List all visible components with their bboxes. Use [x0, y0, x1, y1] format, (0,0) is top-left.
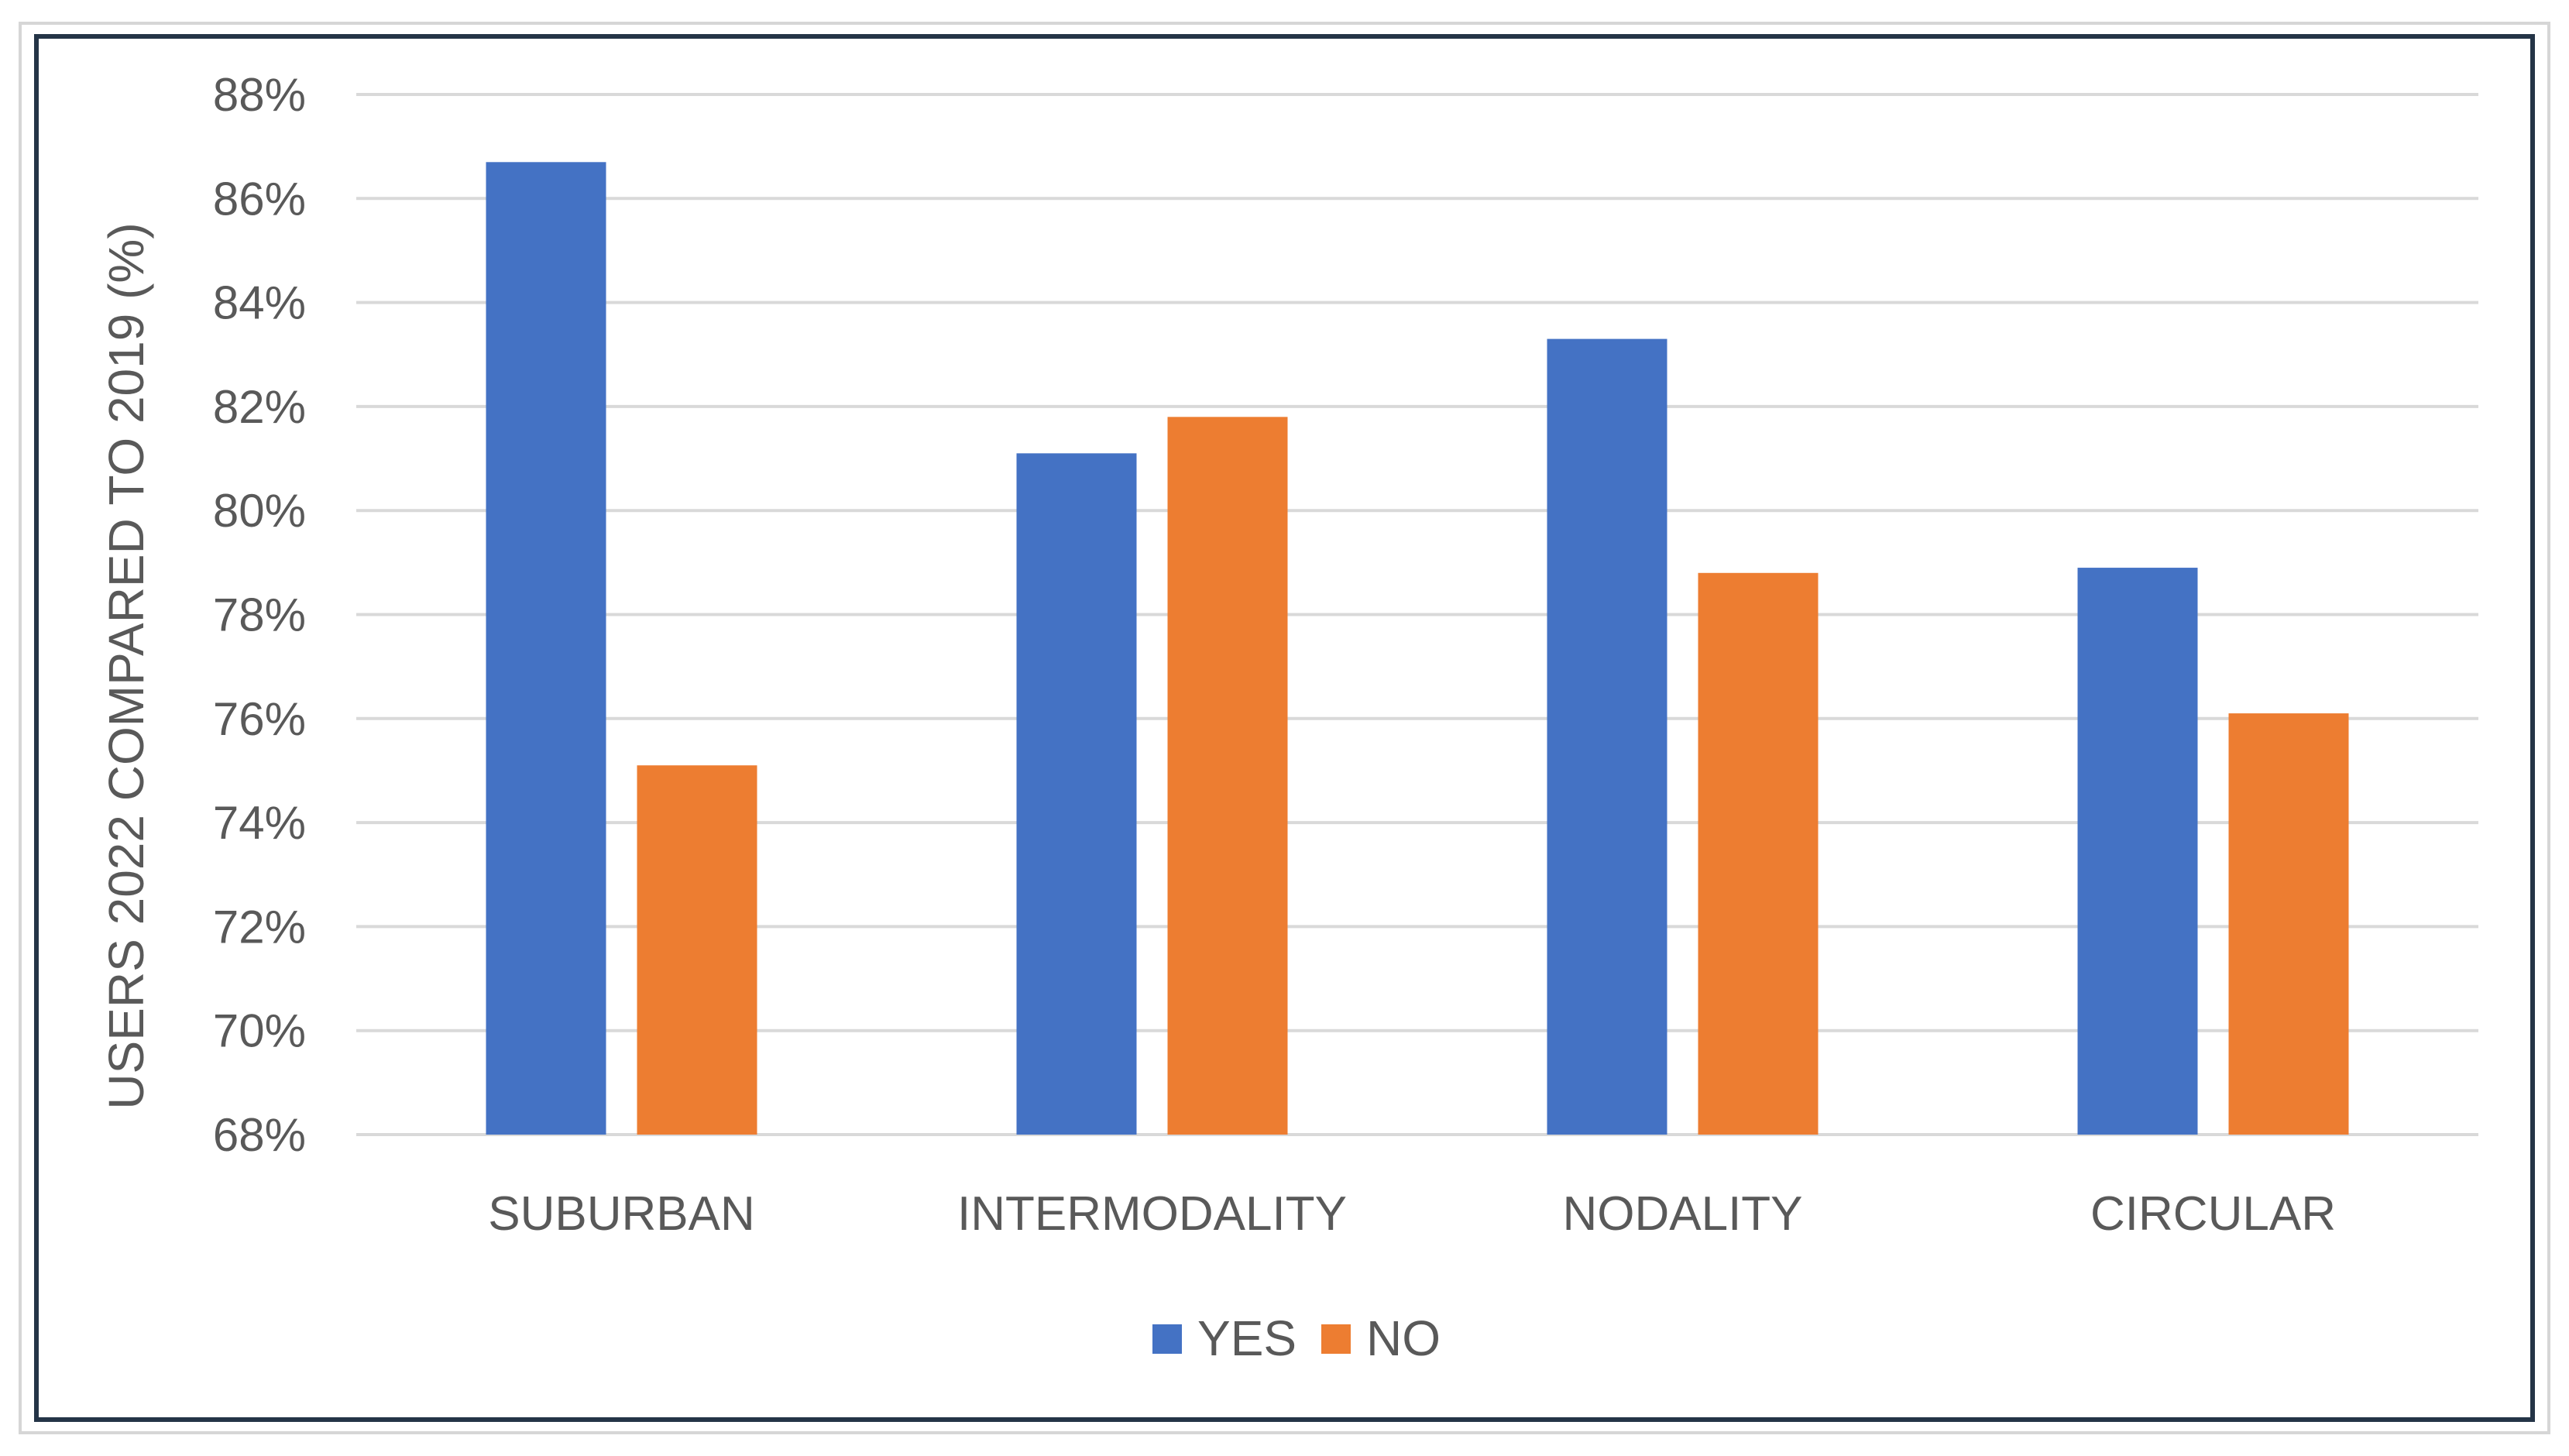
x-category-label: INTERMODALITY [957, 1187, 1347, 1241]
x-category-label: CIRCULAR [2090, 1187, 2336, 1241]
y-tick-label: 80% [213, 485, 306, 537]
y-tick-label: 76% [213, 693, 306, 745]
y-axis-title: USERS 2022 COMPARED TO 2019 (%) [98, 222, 154, 1109]
legend-swatch-yes [1152, 1324, 1182, 1354]
y-tick-label: 88% [213, 69, 306, 121]
bar-no-nodality [1698, 572, 1819, 1135]
bar-no-suburban [637, 765, 757, 1135]
legend: YES NO [1152, 1310, 1441, 1366]
y-tick-label: 78% [213, 589, 306, 641]
bar-yes-suburban [486, 162, 606, 1135]
legend-label-yes: YES [1197, 1310, 1297, 1366]
y-tick-label: 74% [213, 797, 306, 849]
y-tick-label: 86% [213, 173, 306, 225]
x-category-label: SUBURBAN [488, 1187, 755, 1241]
x-axis-categories: SUBURBAN INTERMODALITY NODALITY CIRCULAR [488, 1187, 2336, 1241]
legend-label-no: NO [1366, 1310, 1441, 1366]
y-tick-label: 84% [213, 277, 306, 329]
y-tick-label: 68% [213, 1109, 306, 1161]
y-tick-label: 70% [213, 1005, 306, 1057]
legend-swatch-no [1321, 1324, 1351, 1354]
y-tick-label: 82% [213, 381, 306, 433]
bars [486, 162, 2349, 1135]
x-category-label: NODALITY [1562, 1187, 1802, 1241]
bar-yes-circular [2077, 568, 2198, 1135]
bar-no-circular [2228, 713, 2349, 1135]
bar-no-intermodality [1167, 417, 1288, 1135]
y-axis-ticks: 68% 70% 72% 74% 76% 78% 80% 82% 84% 86% 88% [213, 69, 306, 1161]
bar-yes-intermodality [1016, 453, 1137, 1135]
y-tick-label: 72% [213, 901, 306, 953]
bar-yes-nodality [1547, 338, 1667, 1135]
